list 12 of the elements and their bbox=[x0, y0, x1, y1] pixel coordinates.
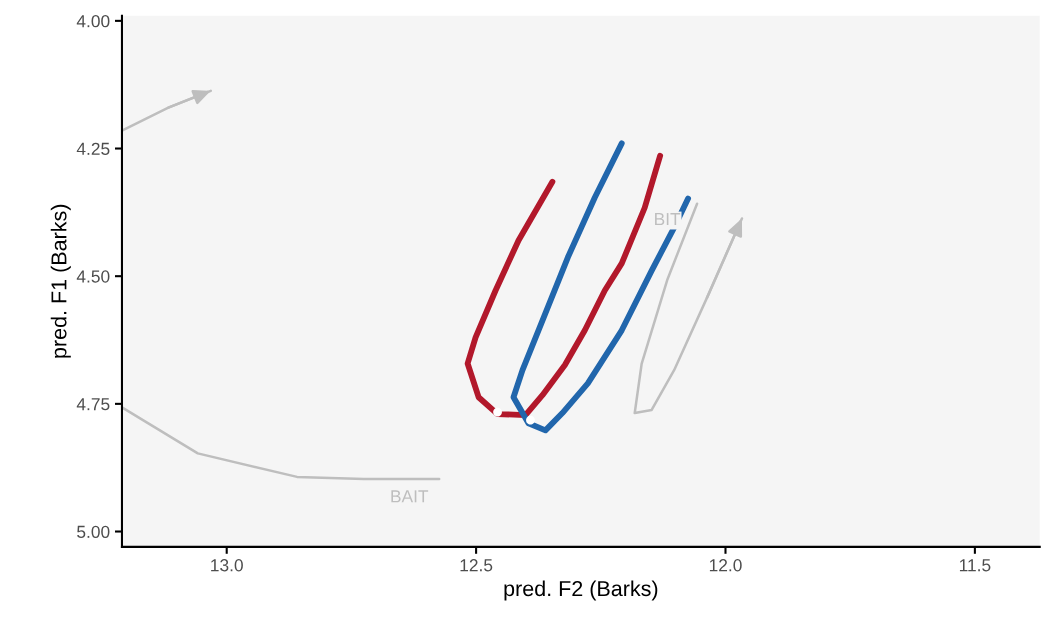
y-tick-label: 5.00 bbox=[77, 525, 110, 538]
x-tick-label: 13.0 bbox=[211, 559, 243, 572]
y-tick-label: 4.50 bbox=[76, 270, 110, 283]
y-tick-label: 4.75 bbox=[76, 398, 110, 411]
x-tick-label: 12.5 bbox=[460, 559, 493, 572]
y-tick-label: 4.25 bbox=[76, 142, 110, 155]
line-series bbox=[633, 202, 744, 415]
x-axis-title: pred. F2 (Barks) bbox=[504, 580, 658, 601]
x-tick-label: 12.0 bbox=[709, 559, 742, 572]
x-tick-label: 11.5 bbox=[959, 559, 991, 572]
y-tick-label: 4.00 bbox=[76, 15, 110, 28]
y-axis-title: pred. F1 (Barks) bbox=[50, 204, 71, 358]
